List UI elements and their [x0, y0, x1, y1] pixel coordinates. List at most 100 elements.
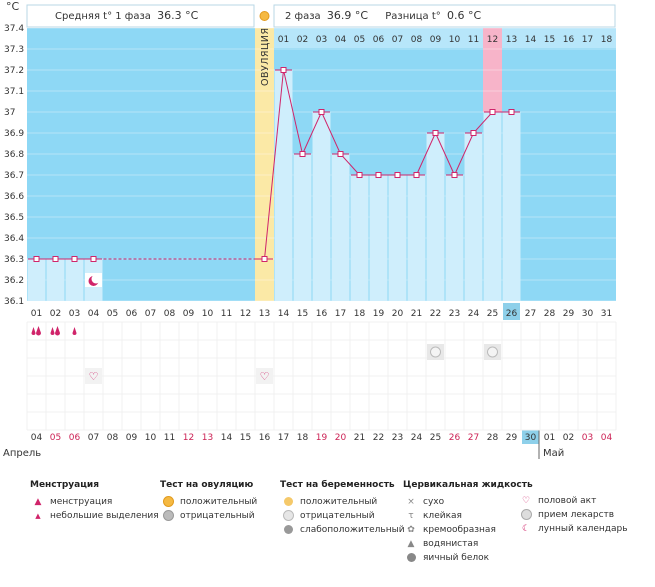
y-axis-label: °C [6, 0, 20, 13]
cycle-day-label: 29 [563, 309, 575, 319]
y-tick-label: 36.6 [4, 192, 24, 202]
phase2-value: 36.9 °C [326, 9, 369, 22]
phase2-day-number: 02 [297, 35, 308, 45]
temperature-bar [407, 175, 426, 301]
moon-icon-cut [91, 274, 101, 284]
calendar-date: 29 [506, 433, 518, 443]
legend-item: слабоположительный [280, 523, 405, 537]
calendar-date: 14 [221, 433, 233, 443]
phase2-day-number: 15 [544, 35, 555, 45]
cycle-day-label: 22 [430, 309, 441, 319]
calendar-date: 18 [297, 433, 309, 443]
cycle-day-label: 09 [183, 309, 195, 319]
phase1-summary: Средняя t° 1 фаза 36.3 °C [55, 9, 198, 22]
negative-test-icon [487, 346, 498, 358]
legend-item: прием лекарств [518, 508, 628, 522]
ovulation-band [255, 28, 274, 301]
creamy-icon: ✿ [407, 525, 415, 535]
highlight-day-column [483, 28, 502, 112]
legend-ovulation-test: Тест на овуляцию положительный отрицател… [160, 480, 257, 523]
cycle-day-label: 10 [202, 309, 214, 319]
negative-test-icon [430, 346, 441, 358]
cycle-day-label: 16 [316, 309, 328, 319]
watery-icon: ▲ [407, 539, 415, 549]
drop-icon [55, 326, 60, 336]
cycle-day-label: 20 [392, 309, 404, 319]
phase2-day-number: 08 [411, 35, 423, 45]
phase2-day-number: 01 [278, 35, 289, 45]
temperature-point [337, 151, 344, 157]
phase2-day-number: 06 [373, 35, 385, 45]
calendar-date: 09 [126, 433, 138, 443]
cycle-day-label: 07 [145, 309, 156, 319]
today-highlight [522, 427, 539, 444]
legend-item: отрицательный [280, 509, 405, 523]
legend-item: ▲ менструация [30, 495, 159, 509]
calendar-date: 28 [487, 433, 499, 443]
temperature-point [489, 109, 496, 115]
cycle-day-label: 03 [69, 309, 80, 319]
temperature-bar [46, 259, 65, 301]
month-label-april: Апрель [3, 448, 41, 459]
calendar-date: 06 [69, 433, 81, 443]
cycle-day-label: 11 [221, 309, 232, 319]
calendar-date: 04 [31, 433, 43, 443]
legend-item: ▲ водянистая [403, 537, 533, 551]
cycle-day-label: 13 [259, 309, 270, 319]
calendar-date: 13 [202, 433, 213, 443]
calendar-date: 15 [240, 433, 251, 443]
cycle-day-label: 30 [582, 309, 594, 319]
phase2-day-number: 05 [354, 35, 365, 45]
temperature-bar [445, 175, 464, 301]
phase1-label: Средняя t° 1 фаза [55, 11, 151, 22]
heart-cell-bg [256, 368, 273, 384]
phase2-day-number: 16 [563, 35, 575, 45]
cycle-day-label: 15 [297, 309, 308, 319]
calendar-date: 25 [430, 433, 441, 443]
y-tick-label: 37.2 [4, 66, 24, 76]
y-tick-label: 36.2 [4, 276, 24, 286]
y-tick-label: 37.4 [4, 24, 24, 34]
legend-item: τ клейкая [403, 509, 533, 523]
positive-test-icon [280, 495, 296, 509]
ovulation-sun-icon [259, 11, 270, 21]
calendar-date: 03 [582, 433, 593, 443]
y-tick-label: 36.3 [4, 255, 24, 265]
temperature-bar [312, 112, 331, 301]
y-tick-label: 37.3 [4, 45, 24, 55]
legend-title: Тест на беременность [280, 480, 395, 490]
drop-icon: ▲ [34, 497, 42, 507]
calendar-date: 24 [411, 433, 423, 443]
current-day-highlight [503, 303, 520, 320]
phase2-day-number: 13 [506, 35, 517, 45]
phase2-day-band [274, 28, 616, 48]
month-label-may: Май [543, 448, 564, 459]
drop-icon [36, 326, 41, 336]
diff-value: 0.6 °C [446, 9, 482, 22]
temperature-point [318, 109, 325, 115]
y-tick-label: 36.1 [4, 297, 24, 307]
legend-menstruation: Менструация ▲ менструация ▲ небольшие выде… [30, 480, 159, 523]
calendar-date: 17 [278, 433, 289, 443]
bbt-chart: ОВУЛЯЦИЯ °C 36.1 36.2 36.3 36.4 36.5 36.6 36.7 36… [3, 0, 617, 459]
legend-title: Менструация [30, 480, 99, 490]
temperature-bar [502, 112, 521, 301]
calendar-date: 19 [316, 433, 328, 443]
phase2-summary: 2 фаза 36.9 °C Разница t° 0.6 °C [285, 9, 481, 22]
drop-icon [31, 327, 36, 335]
temperature-point [470, 130, 477, 136]
pill-icon [518, 508, 534, 522]
calendar-date: 10 [145, 433, 157, 443]
cycle-day-label: 31 [601, 309, 612, 319]
y-tick-label: 37.1 [4, 87, 24, 97]
cross-icon: × [407, 497, 415, 507]
cycle-day-label: 26 [506, 309, 518, 319]
temperature-point [451, 172, 458, 178]
cycle-day-label: 28 [544, 309, 556, 319]
phase1-value: 36.3 °C [157, 9, 199, 22]
y-tick-label: 36.8 [4, 150, 24, 160]
phase2-header-box [273, 4, 616, 28]
weak-test-icon [280, 523, 296, 537]
temperature-point [280, 67, 287, 73]
calendar-date: 08 [107, 433, 119, 443]
